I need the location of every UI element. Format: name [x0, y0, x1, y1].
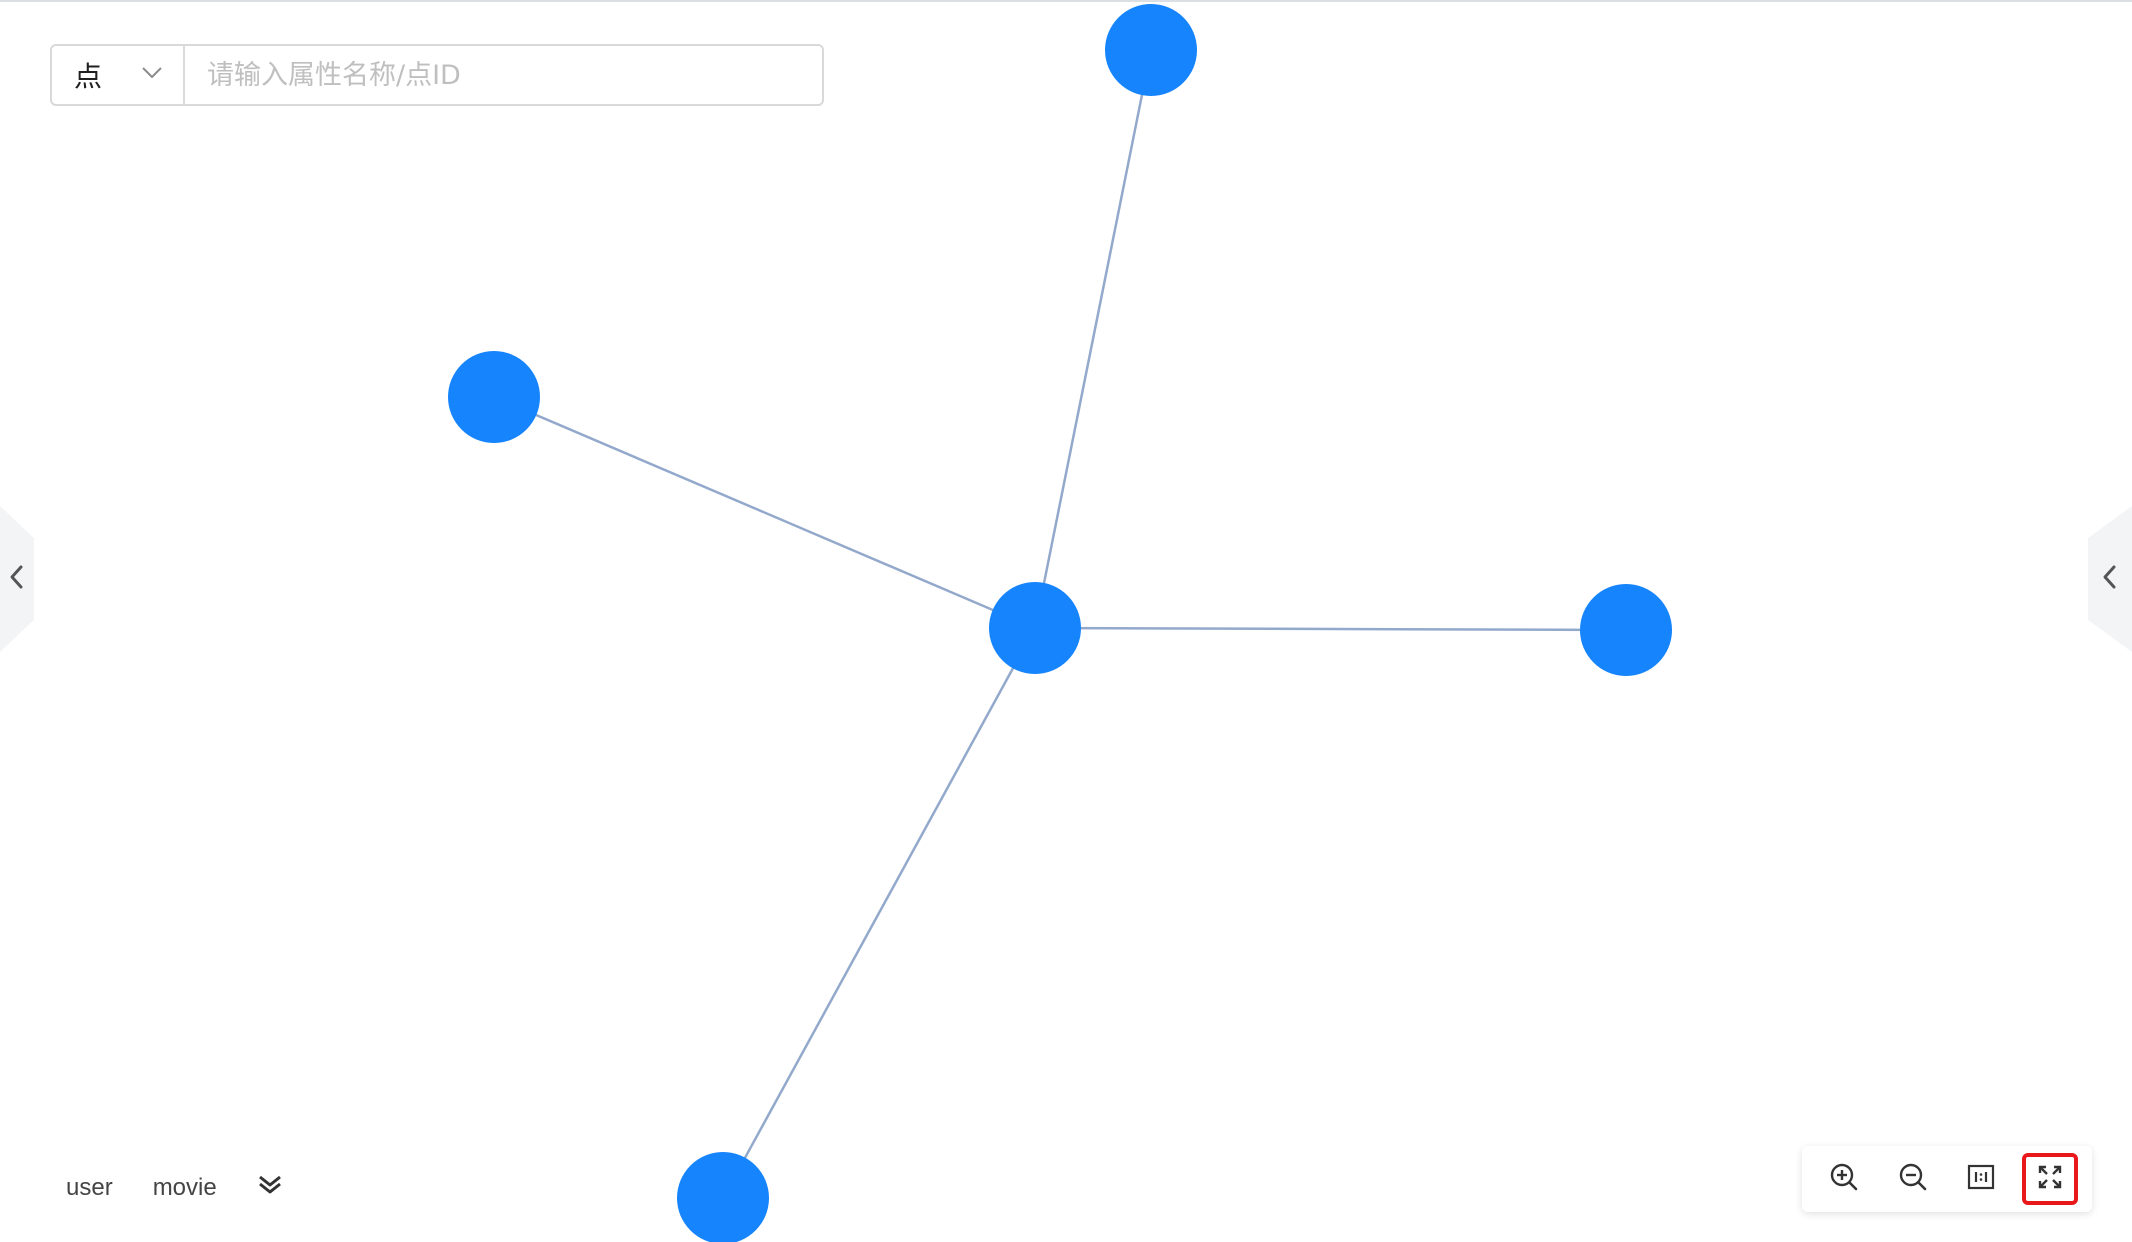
search-type-label: 点: [74, 60, 103, 93]
graph-node-center[interactable]: [989, 582, 1081, 674]
graph-node-top[interactable]: [1105, 4, 1197, 96]
zoom-out-icon: [1897, 1161, 1929, 1198]
graph-edge-center-upper-left[interactable]: [493, 395, 1036, 630]
search-bar: 点: [50, 44, 824, 106]
zoom-in-icon: [1828, 1161, 1860, 1198]
graph-edge-center-top[interactable]: [1033, 49, 1153, 629]
nodes-layer: [448, 4, 1672, 1242]
graph-edge-center-bottom-left[interactable]: [721, 627, 1037, 1199]
legend-item-user[interactable]: user: [66, 1173, 113, 1201]
graph-node-upper-left[interactable]: [448, 351, 540, 443]
zoom-out-button[interactable]: [1885, 1153, 1941, 1205]
edges-layer: [493, 49, 1627, 1199]
legend-expand-toggle[interactable]: [257, 1172, 283, 1203]
zoom-toolbar: [1802, 1146, 2092, 1212]
zoom-in-button[interactable]: [1816, 1153, 1872, 1205]
legend-item-movie[interactable]: movie: [152, 1173, 217, 1201]
graph-node-right[interactable]: [1580, 584, 1672, 676]
fit-view-icon: [2036, 1163, 2064, 1196]
graph-node-bottom-left[interactable]: [677, 1152, 769, 1242]
chevron-left-icon: [2102, 564, 2118, 595]
graph-edge-center-right[interactable]: [1034, 626, 1627, 632]
legend: user movie: [66, 1172, 283, 1203]
actual-size-button[interactable]: [1953, 1153, 2009, 1205]
double-chevron-down-icon: [257, 1172, 283, 1203]
search-type-select[interactable]: 点: [52, 46, 185, 104]
fit-view-button[interactable]: [2021, 1153, 2078, 1205]
chevron-down-icon: [141, 66, 163, 85]
chevron-left-icon: [9, 564, 25, 595]
search-input[interactable]: [185, 46, 822, 104]
actual-size-icon: [1966, 1162, 1996, 1197]
